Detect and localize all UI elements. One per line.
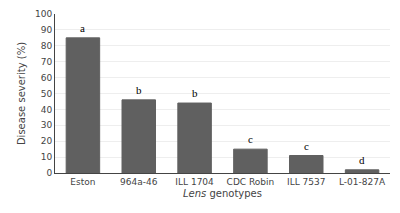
svg-text:d: d <box>359 154 365 166</box>
svg-text:ILL 7537: ILL 7537 <box>287 177 325 187</box>
svg-text:a: a <box>80 22 85 34</box>
svg-text:50: 50 <box>41 89 53 99</box>
svg-text:Disease severity (%): Disease severity (%) <box>16 42 27 145</box>
svg-text:964a-46: 964a-46 <box>120 177 158 187</box>
svg-text:L-01-827A: L-01-827A <box>339 177 386 187</box>
svg-text:c: c <box>304 140 309 152</box>
svg-text:100: 100 <box>35 9 52 19</box>
svg-text:60: 60 <box>41 73 53 83</box>
svg-text:20: 20 <box>41 136 53 146</box>
svg-text:b: b <box>136 84 142 96</box>
svg-text:80: 80 <box>41 41 53 51</box>
svg-text:70: 70 <box>41 57 53 67</box>
svg-text:90: 90 <box>41 25 53 35</box>
svg-text:ILL 1704: ILL 1704 <box>175 177 214 187</box>
svg-text:10: 10 <box>41 152 53 162</box>
svg-text:CDC Robin: CDC Robin <box>227 177 275 187</box>
svg-text:c: c <box>248 133 253 145</box>
svg-text:40: 40 <box>41 105 53 115</box>
svg-text:Lens genotypes: Lens genotypes <box>183 188 262 199</box>
svg-text:0: 0 <box>46 168 52 178</box>
svg-text:Eston: Eston <box>70 177 95 187</box>
svg-text:30: 30 <box>41 120 53 130</box>
svg-text:b: b <box>192 87 198 99</box>
